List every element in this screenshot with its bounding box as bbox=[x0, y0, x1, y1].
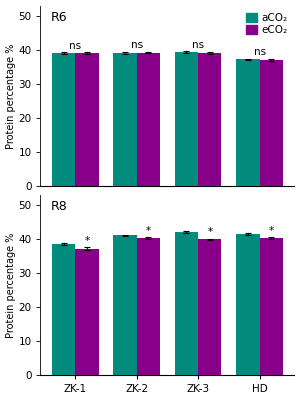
Text: *: * bbox=[85, 236, 90, 246]
Bar bbox=[137, 52, 160, 186]
Text: ns: ns bbox=[131, 40, 143, 50]
Bar bbox=[175, 52, 198, 186]
Text: ns: ns bbox=[192, 40, 204, 50]
Bar bbox=[236, 59, 260, 186]
Bar bbox=[236, 234, 260, 376]
Text: ns: ns bbox=[69, 41, 81, 51]
Bar bbox=[175, 232, 198, 376]
Text: R8: R8 bbox=[51, 200, 68, 213]
Y-axis label: Protein percentage %: Protein percentage % bbox=[6, 232, 16, 338]
Bar bbox=[75, 249, 99, 376]
Text: R6: R6 bbox=[51, 11, 67, 24]
Bar bbox=[137, 238, 160, 376]
Bar bbox=[113, 53, 137, 186]
Bar bbox=[113, 236, 137, 376]
Bar bbox=[52, 244, 75, 376]
Bar bbox=[198, 240, 221, 376]
Bar bbox=[260, 238, 283, 376]
Legend: aCO₂, eCO₂: aCO₂, eCO₂ bbox=[244, 11, 289, 38]
Bar bbox=[52, 53, 75, 186]
Text: *: * bbox=[207, 227, 212, 237]
Y-axis label: Protein percentage %: Protein percentage % bbox=[6, 43, 16, 148]
Bar bbox=[260, 60, 283, 186]
Text: *: * bbox=[269, 226, 274, 236]
Text: *: * bbox=[146, 226, 151, 236]
Bar bbox=[198, 53, 221, 186]
Bar bbox=[75, 53, 99, 186]
Text: ns: ns bbox=[254, 47, 266, 57]
